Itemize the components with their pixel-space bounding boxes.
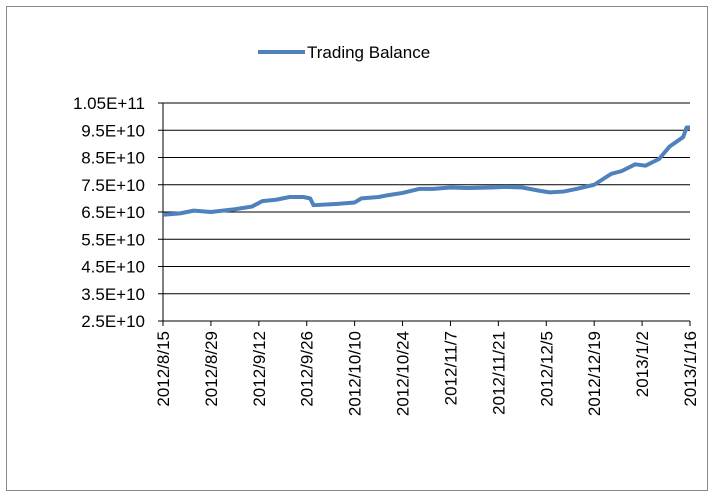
y-tick-label: 4.5E+10 (81, 258, 145, 277)
x-tick-label: 2012/12/5 (537, 331, 556, 407)
chart-border (6, 6, 708, 491)
x-tick-label: 2012/9/26 (298, 331, 317, 407)
y-tick-label: 9.5E+10 (81, 121, 145, 140)
x-tick-label: 2012/9/12 (250, 331, 269, 407)
x-tick-label: 2013/1/2 (633, 331, 652, 397)
x-tick-label: 2012/11/7 (441, 331, 460, 405)
y-tick-label: 2.5E+10 (81, 312, 145, 331)
y-tick-label: 3.5E+10 (81, 285, 145, 304)
y-tick-label: 5.5E+10 (81, 230, 145, 249)
y-tick-label: 1.05E+11 (73, 94, 145, 113)
x-tick-label: 2012/8/29 (202, 331, 221, 407)
y-tick-label: 6.5E+10 (81, 203, 145, 222)
data-line (162, 125, 690, 217)
y-tick-label: 7.5E+10 (81, 176, 145, 195)
x-tick-label: 2013/1/16 (681, 331, 700, 407)
legend-label: Trading Balance (307, 43, 430, 62)
y-tick-label: 8.5E+10 (81, 149, 145, 168)
x-tick-label: 2012/12/19 (585, 331, 604, 416)
x-tick-label: 2012/11/21 (489, 331, 508, 415)
x-tick-label: 2012/10/24 (394, 331, 413, 416)
x-tick-label: 2012/10/10 (346, 331, 365, 416)
x-tick-label: 2012/8/15 (154, 331, 173, 407)
